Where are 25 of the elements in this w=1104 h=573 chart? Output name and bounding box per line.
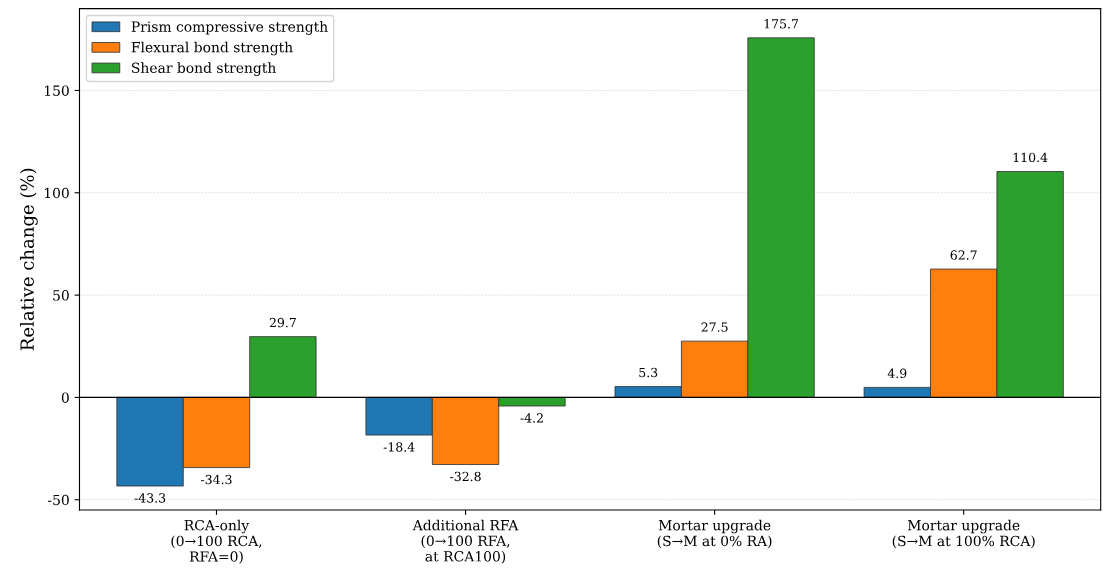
y-axis-title: Relative change (%) bbox=[19, 168, 38, 351]
data-label: -32.8 bbox=[450, 471, 481, 482]
data-label: 175.7 bbox=[764, 19, 799, 29]
data-label: -18.4 bbox=[383, 442, 415, 452]
data-label: 4.9 bbox=[887, 368, 907, 379]
y-tick-label: 150 bbox=[44, 85, 69, 96]
x-tick-label: RCA-only (0→100 RCA, RFA=0) bbox=[171, 519, 262, 564]
data-label: -43.3 bbox=[134, 493, 166, 503]
data-label: -34.3 bbox=[201, 474, 232, 485]
data-label: -4.2 bbox=[520, 413, 543, 423]
legend-label: Shear bond strength bbox=[132, 62, 276, 76]
x-tick-label: Mortar upgrade (S→M at 100% RCA) bbox=[892, 519, 1035, 549]
legend-label: Prism compressive strength bbox=[131, 21, 328, 35]
data-label: 5.3 bbox=[639, 367, 658, 378]
data-label: 62.7 bbox=[950, 250, 977, 260]
data-label: 29.7 bbox=[269, 317, 296, 328]
data-label: 110.4 bbox=[1013, 152, 1048, 163]
y-tick-label: 100 bbox=[44, 187, 69, 199]
x-tick-label: Mortar upgrade (S→M at 0% RA) bbox=[657, 519, 772, 549]
y-tick-label: 50 bbox=[53, 290, 69, 301]
legend-label: Flexural bond strength bbox=[131, 41, 293, 56]
x-tick-label: Additional RFA (0→100 RFA, at RCA100) bbox=[412, 519, 519, 564]
y-tick-label: 0 bbox=[61, 392, 69, 403]
y-tick-label: -50 bbox=[48, 494, 69, 506]
data-label: 27.5 bbox=[701, 322, 728, 332]
